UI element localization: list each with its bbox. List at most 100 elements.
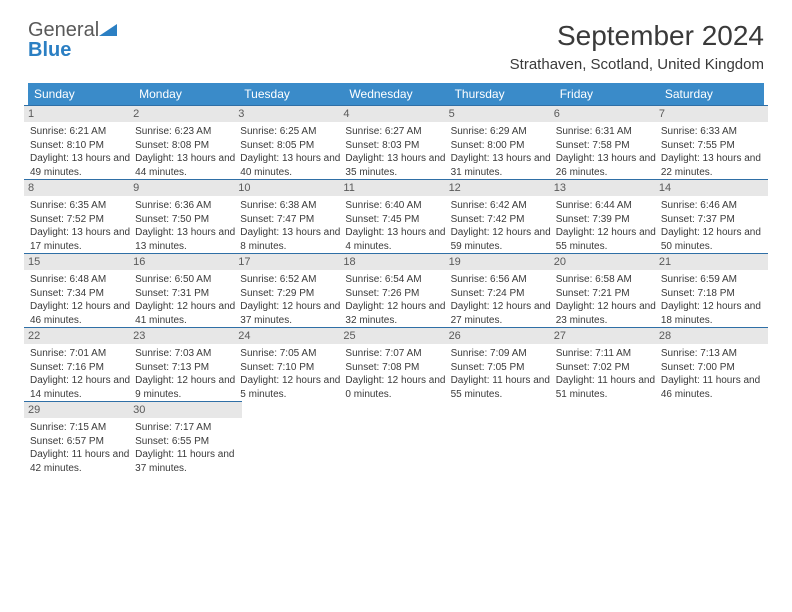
day-info: Sunrise: 6:33 AMSunset: 7:55 PMDaylight:… <box>659 125 764 179</box>
calendar-table: SundayMondayTuesdayWednesdayThursdayFrid… <box>28 83 764 479</box>
day-info: Sunrise: 6:29 AMSunset: 8:00 PMDaylight:… <box>449 125 554 179</box>
day-info: Sunrise: 7:05 AMSunset: 7:10 PMDaylight:… <box>238 347 343 401</box>
calendar-cell: 6Sunrise: 6:31 AMSunset: 7:58 PMDaylight… <box>554 105 659 179</box>
day-info: Sunrise: 6:40 AMSunset: 7:45 PMDaylight:… <box>343 199 448 253</box>
day-number: 4 <box>339 105 452 122</box>
daylight-line: Daylight: 12 hours and 9 minutes. <box>135 374 236 401</box>
sunrise-line: Sunrise: 6:42 AM <box>451 199 552 213</box>
empty-cell <box>554 401 659 479</box>
calendar-cell: 20Sunrise: 6:58 AMSunset: 7:21 PMDayligh… <box>554 253 659 327</box>
sunrise-line: Sunrise: 7:17 AM <box>135 421 236 435</box>
sunrise-line: Sunrise: 7:13 AM <box>661 347 762 361</box>
daylight-line: Daylight: 13 hours and 22 minutes. <box>661 152 762 179</box>
calendar-cell: 18Sunrise: 6:54 AMSunset: 7:26 PMDayligh… <box>343 253 448 327</box>
calendar-week: 8Sunrise: 6:35 AMSunset: 7:52 PMDaylight… <box>28 179 764 253</box>
calendar-cell: 7Sunrise: 6:33 AMSunset: 7:55 PMDaylight… <box>659 105 764 179</box>
sunrise-line: Sunrise: 6:38 AM <box>240 199 341 213</box>
month-title: September 2024 <box>510 20 764 52</box>
daylight-line: Daylight: 13 hours and 49 minutes. <box>30 152 131 179</box>
calendar-cell: 26Sunrise: 7:09 AMSunset: 7:05 PMDayligh… <box>449 327 554 401</box>
day-number: 28 <box>655 327 768 344</box>
day-header: Wednesday <box>343 83 448 105</box>
daylight-line: Daylight: 11 hours and 51 minutes. <box>556 374 657 401</box>
day-info: Sunrise: 6:46 AMSunset: 7:37 PMDaylight:… <box>659 199 764 253</box>
day-info: Sunrise: 6:54 AMSunset: 7:26 PMDaylight:… <box>343 273 448 327</box>
calendar-cell <box>659 401 764 479</box>
day-header: Monday <box>133 83 238 105</box>
sunrise-line: Sunrise: 6:59 AM <box>661 273 762 287</box>
day-header: Friday <box>554 83 659 105</box>
calendar-cell: 22Sunrise: 7:01 AMSunset: 7:16 PMDayligh… <box>28 327 133 401</box>
sunset-line: Sunset: 7:24 PM <box>451 287 552 301</box>
day-number: 16 <box>129 253 242 270</box>
sunrise-line: Sunrise: 6:50 AM <box>135 273 236 287</box>
sunrise-line: Sunrise: 6:52 AM <box>240 273 341 287</box>
sunset-line: Sunset: 7:16 PM <box>30 361 131 375</box>
calendar-cell: 12Sunrise: 6:42 AMSunset: 7:42 PMDayligh… <box>449 179 554 253</box>
day-header: Sunday <box>28 83 133 105</box>
sunrise-line: Sunrise: 6:54 AM <box>345 273 446 287</box>
day-info: Sunrise: 6:35 AMSunset: 7:52 PMDaylight:… <box>28 199 133 253</box>
empty-cell <box>343 401 448 479</box>
daylight-line: Daylight: 13 hours and 4 minutes. <box>345 226 446 253</box>
day-number: 1 <box>24 105 137 122</box>
header: GeneralBlue September 2024 Strathaven, S… <box>28 20 764 73</box>
daylight-line: Daylight: 12 hours and 14 minutes. <box>30 374 131 401</box>
sunrise-line: Sunrise: 7:09 AM <box>451 347 552 361</box>
day-info: Sunrise: 6:36 AMSunset: 7:50 PMDaylight:… <box>133 199 238 253</box>
day-number: 27 <box>550 327 663 344</box>
sunset-line: Sunset: 8:00 PM <box>451 139 552 153</box>
location: Strathaven, Scotland, United Kingdom <box>510 56 764 73</box>
day-number: 25 <box>339 327 452 344</box>
sunset-line: Sunset: 7:31 PM <box>135 287 236 301</box>
day-info: Sunrise: 6:25 AMSunset: 8:05 PMDaylight:… <box>238 125 343 179</box>
day-number: 19 <box>445 253 558 270</box>
sunset-line: Sunset: 7:00 PM <box>661 361 762 375</box>
day-info: Sunrise: 6:21 AMSunset: 8:10 PMDaylight:… <box>28 125 133 179</box>
day-info: Sunrise: 7:01 AMSunset: 7:16 PMDaylight:… <box>28 347 133 401</box>
day-info: Sunrise: 6:58 AMSunset: 7:21 PMDaylight:… <box>554 273 659 327</box>
daylight-line: Daylight: 12 hours and 18 minutes. <box>661 300 762 327</box>
sunset-line: Sunset: 7:42 PM <box>451 213 552 227</box>
sunrise-line: Sunrise: 7:11 AM <box>556 347 657 361</box>
day-number: 3 <box>234 105 347 122</box>
day-number: 13 <box>550 179 663 196</box>
calendar-week: 1Sunrise: 6:21 AMSunset: 8:10 PMDaylight… <box>28 105 764 179</box>
calendar-cell: 4Sunrise: 6:27 AMSunset: 8:03 PMDaylight… <box>343 105 448 179</box>
daylight-line: Daylight: 13 hours and 31 minutes. <box>451 152 552 179</box>
day-number: 9 <box>129 179 242 196</box>
sunrise-line: Sunrise: 6:25 AM <box>240 125 341 139</box>
sunset-line: Sunset: 8:08 PM <box>135 139 236 153</box>
daylight-line: Daylight: 12 hours and 32 minutes. <box>345 300 446 327</box>
empty-cell <box>659 401 764 479</box>
day-info: Sunrise: 7:13 AMSunset: 7:00 PMDaylight:… <box>659 347 764 401</box>
daylight-line: Daylight: 12 hours and 50 minutes. <box>661 226 762 253</box>
daylight-line: Daylight: 12 hours and 27 minutes. <box>451 300 552 327</box>
sunrise-line: Sunrise: 6:29 AM <box>451 125 552 139</box>
daylight-line: Daylight: 13 hours and 26 minutes. <box>556 152 657 179</box>
logo: GeneralBlue <box>28 20 117 60</box>
day-number: 2 <box>129 105 242 122</box>
day-number: 17 <box>234 253 347 270</box>
sunset-line: Sunset: 7:52 PM <box>30 213 131 227</box>
day-info: Sunrise: 6:44 AMSunset: 7:39 PMDaylight:… <box>554 199 659 253</box>
calendar-cell: 28Sunrise: 7:13 AMSunset: 7:00 PMDayligh… <box>659 327 764 401</box>
sunset-line: Sunset: 7:37 PM <box>661 213 762 227</box>
calendar-cell <box>449 401 554 479</box>
day-number: 21 <box>655 253 768 270</box>
daylight-line: Daylight: 11 hours and 55 minutes. <box>451 374 552 401</box>
sunset-line: Sunset: 7:10 PM <box>240 361 341 375</box>
daylight-line: Daylight: 13 hours and 8 minutes. <box>240 226 341 253</box>
sunrise-line: Sunrise: 7:03 AM <box>135 347 236 361</box>
day-number: 20 <box>550 253 663 270</box>
daylight-line: Daylight: 12 hours and 59 minutes. <box>451 226 552 253</box>
sunset-line: Sunset: 7:50 PM <box>135 213 236 227</box>
day-info: Sunrise: 7:11 AMSunset: 7:02 PMDaylight:… <box>554 347 659 401</box>
sunrise-line: Sunrise: 6:58 AM <box>556 273 657 287</box>
title-block: September 2024 Strathaven, Scotland, Uni… <box>510 20 764 73</box>
daylight-line: Daylight: 12 hours and 41 minutes. <box>135 300 236 327</box>
calendar-cell: 24Sunrise: 7:05 AMSunset: 7:10 PMDayligh… <box>238 327 343 401</box>
sunrise-line: Sunrise: 7:15 AM <box>30 421 131 435</box>
sunset-line: Sunset: 7:39 PM <box>556 213 657 227</box>
calendar-cell: 17Sunrise: 6:52 AMSunset: 7:29 PMDayligh… <box>238 253 343 327</box>
